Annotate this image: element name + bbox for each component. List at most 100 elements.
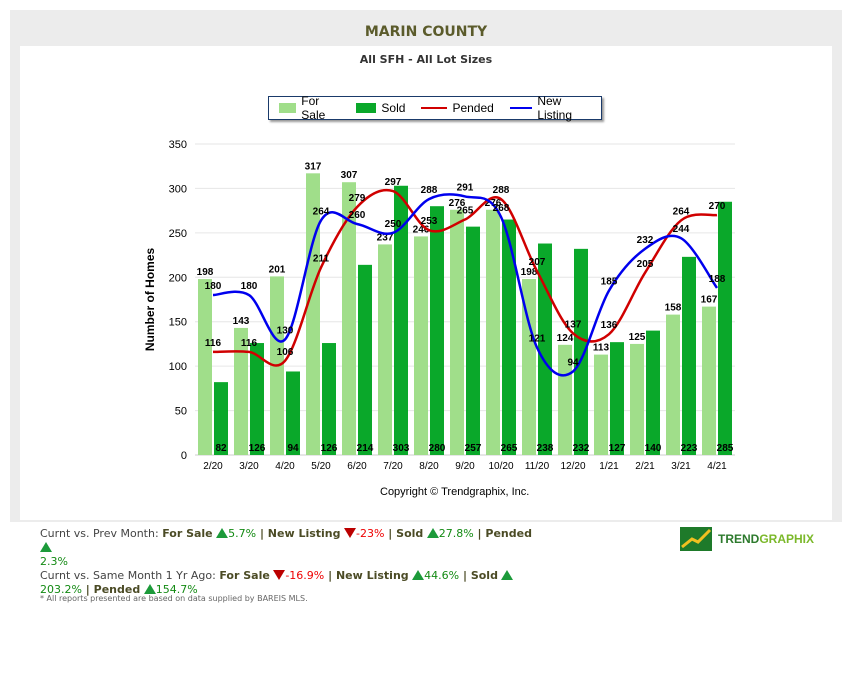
- bar-sold: [466, 226, 480, 455]
- data-label-sold: 232: [573, 443, 590, 454]
- bar-sold: [322, 343, 336, 455]
- legend-sold[interactable]: Sold: [356, 101, 405, 115]
- stat-value: 44.6%: [424, 569, 460, 582]
- data-label-pended: 116: [205, 338, 222, 349]
- data-label-for-sale: 246: [413, 224, 430, 235]
- data-label-new-listing: 180: [241, 281, 258, 292]
- data-label-for-sale: 125: [629, 332, 646, 343]
- legend-new-listing[interactable]: New Listing: [509, 94, 591, 122]
- stat-value: 27.8%: [438, 527, 474, 540]
- y-tick-label: 100: [169, 361, 187, 373]
- data-label-pended: 116: [241, 338, 258, 349]
- data-label-sold: 257: [465, 443, 482, 454]
- sep: |: [473, 527, 486, 540]
- y-tick-label: 150: [169, 317, 187, 329]
- sep: |: [459, 569, 471, 582]
- bar-sold: [682, 256, 696, 455]
- x-tick-label: 5/20: [311, 461, 331, 472]
- bar-sold: [610, 342, 624, 455]
- stat-name: For Sale: [219, 569, 270, 582]
- data-label-for-sale: 198: [521, 267, 538, 278]
- data-label-new-listing: 94: [567, 357, 579, 368]
- sep: |: [384, 527, 397, 540]
- legend-label: For Sale: [301, 94, 326, 122]
- bar-sold: [502, 219, 516, 455]
- y-tick-label: 0: [181, 450, 187, 462]
- bar-for-sale: [342, 182, 356, 456]
- x-tick-label: 7/20: [383, 461, 403, 472]
- data-label-pended: 253: [421, 216, 438, 227]
- report-frame: MARIN COUNTY All SFH - All Lot Sizes 0 50…: [10, 10, 842, 522]
- up-arrow-icon: [143, 584, 156, 594]
- data-label-new-listing: 291: [457, 182, 474, 193]
- data-label-for-sale: 317: [305, 161, 322, 172]
- up-arrow-icon: [216, 528, 229, 538]
- data-label-sold: 238: [537, 443, 554, 454]
- stat-value: 203.2%: [40, 583, 82, 596]
- legend-pended[interactable]: Pended: [421, 101, 494, 115]
- down-arrow-icon: [344, 528, 357, 538]
- bar-sold: [250, 343, 264, 455]
- x-tick-label: 2/21: [635, 461, 655, 472]
- x-tick-label: 6/20: [347, 461, 367, 472]
- y-tick-label: 350: [169, 139, 187, 151]
- bar-for-sale: [378, 244, 392, 455]
- stat-value: 5.7%: [228, 527, 257, 540]
- legend-for-sale[interactable]: For Sale: [279, 94, 340, 122]
- stat-name: Pended: [93, 583, 141, 596]
- year-ago-stats: Curnt vs. Same Month 1 Yr Ago: For Sale …: [40, 569, 540, 597]
- data-label-new-listing: 232: [637, 235, 654, 246]
- bar-for-sale: [702, 306, 716, 455]
- stat-value: -23%: [356, 527, 385, 540]
- data-label-sold: 265: [501, 443, 518, 454]
- stat-value: 154.7%: [155, 583, 198, 596]
- up-arrow-icon: [40, 542, 52, 552]
- data-label-pended: 265: [457, 206, 474, 217]
- bar-for-sale: [234, 327, 248, 455]
- sep: |: [324, 569, 336, 582]
- data-label-pended: 270: [709, 201, 726, 212]
- stats-summary: Curnt vs. Prev Month: For Sale 5.7% | Ne…: [40, 527, 540, 597]
- data-label-for-sale: 124: [557, 333, 574, 344]
- x-tick-label: 2/20: [203, 461, 223, 472]
- data-label-pended: 136: [601, 320, 618, 331]
- bar-sold: [286, 371, 300, 455]
- data-label-sold: 285: [717, 443, 734, 454]
- stat-value: -16.9%: [285, 569, 325, 582]
- data-label-pended: 279: [349, 193, 366, 204]
- x-tick-label: 3/21: [671, 461, 691, 472]
- y-tick-label: 200: [169, 272, 187, 284]
- data-label-new-listing: 244: [673, 224, 690, 235]
- data-label-new-listing: 180: [205, 281, 222, 292]
- x-tick-label: 10/20: [488, 461, 513, 472]
- bar-for-sale: [630, 343, 644, 455]
- bar-sold: [358, 264, 372, 455]
- stats-label: Curnt vs. Prev Month:: [40, 527, 159, 540]
- data-label-sold: 214: [357, 443, 374, 454]
- logo-text: GRAPHIX: [759, 532, 815, 546]
- bar-sold: [214, 382, 228, 455]
- logo-text: TREND: [718, 532, 760, 546]
- bar-sold: [394, 185, 408, 455]
- y-tick-label: 250: [169, 228, 187, 240]
- data-label-sold: 126: [249, 443, 266, 454]
- data-label-new-listing: 260: [349, 210, 366, 221]
- x-tick-label: 12/20: [560, 461, 585, 472]
- bar-for-sale: [522, 279, 536, 455]
- data-label-for-sale: 113: [593, 343, 610, 354]
- legend-label: Pended: [452, 101, 494, 115]
- data-label-for-sale: 158: [665, 303, 682, 314]
- data-label-sold: 82: [215, 443, 227, 454]
- x-tick-label: 4/20: [275, 461, 295, 472]
- data-label-pended: 205: [637, 259, 654, 270]
- data-label-pended: 106: [277, 347, 294, 358]
- y-axis-title: Number of Homes: [143, 248, 157, 352]
- bar-sold: [430, 206, 444, 455]
- up-arrow-icon: [501, 570, 514, 580]
- bar-for-sale: [594, 354, 608, 455]
- data-label-sold: 223: [681, 443, 698, 454]
- data-label-pended: 264: [673, 206, 690, 217]
- data-label-sold: 140: [645, 443, 662, 454]
- data-label-sold: 126: [321, 443, 338, 454]
- data-label-pended: 137: [565, 319, 582, 330]
